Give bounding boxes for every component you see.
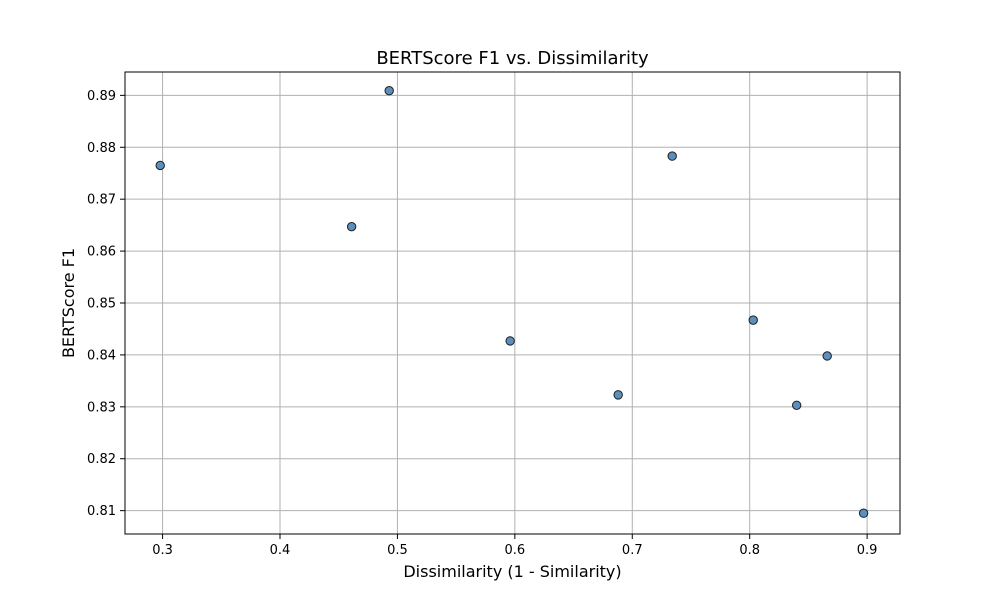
y-tick-label: 0.89: [87, 89, 116, 104]
scatter-point: [505, 336, 515, 346]
y-tick-label: 0.82: [87, 452, 116, 467]
x-tick-label: 0.8: [739, 543, 760, 558]
scatter-point: [667, 151, 677, 161]
scatter-point: [155, 160, 165, 171]
chart-title: BERTScore F1 vs. Dissimilarity: [376, 48, 649, 69]
scatter-point: [791, 400, 802, 410]
x-tick-label: 0.6: [505, 543, 526, 558]
x-tick-label: 0.4: [270, 543, 291, 558]
x-axis-label: Dissimilarity (1 - Similarity): [403, 562, 621, 581]
y-tick-label: 0.86: [87, 245, 116, 260]
grid-lines: [125, 72, 900, 534]
scatter-point: [822, 351, 832, 361]
x-tick-label: 0.3: [152, 543, 173, 558]
x-tick-label: 0.5: [387, 543, 408, 558]
scatter-point: [613, 390, 623, 400]
axis-ticks: 0.3 0.4 0.5 0.6 0.7 0.8 0.9 0.81 0.82 0.83 0.84 0.8…: [87, 89, 877, 558]
y-tick-label: 0.85: [87, 297, 116, 312]
y-tick-label: 0.83: [87, 400, 116, 415]
y-tick-label: 0.84: [87, 348, 116, 363]
scatter-point: [346, 221, 357, 232]
scatter-point: [748, 315, 758, 325]
x-tick-label: 0.9: [857, 543, 878, 558]
x-tick-label: 0.7: [622, 543, 643, 558]
data-points: [155, 85, 869, 518]
y-axis-label: BERTScore F1: [59, 248, 78, 358]
y-tick-label: 0.87: [87, 193, 116, 208]
scatter-point: [384, 85, 394, 96]
y-tick-label: 0.88: [87, 141, 116, 156]
scatter-point: [858, 508, 869, 518]
y-tick-label: 0.81: [87, 504, 116, 519]
